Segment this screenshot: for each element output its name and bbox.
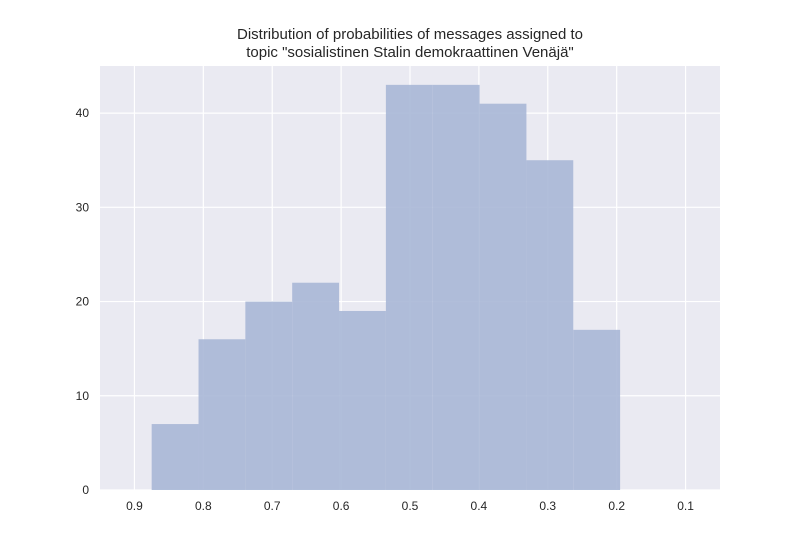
histogram-bar [432,84,480,490]
x-tick-label: 0.6 [333,499,350,513]
x-tick-label: 0.5 [402,499,419,513]
chart-title-line1: Distribution of probabilities of message… [236,26,584,43]
x-tick-label: 0.7 [264,499,281,513]
histogram-bar [339,310,386,490]
x-tick-label: 0.3 [539,499,556,513]
y-tick-label: 0 [82,483,89,497]
histogram-bar [479,103,527,490]
x-tick-label: 0.8 [195,499,212,513]
x-tick-label: 0.1 [677,499,694,513]
histogram-bar [573,329,621,490]
y-tick-label: 10 [76,389,90,403]
histogram-bar [245,301,293,490]
y-tick-label: 20 [76,295,90,309]
chart-title-line2: topic "sosialistinen Stalin demokraattin… [246,44,574,61]
x-tick-label: 0.2 [608,499,625,513]
y-tick-label: 30 [76,200,90,214]
histogram-bar [151,424,199,490]
histogram-bar [198,339,246,490]
histogram-bar [385,84,433,490]
histogram-bar [526,160,574,490]
x-tick-label: 0.4 [471,499,488,513]
y-tick-label: 40 [76,106,90,120]
x-tick-label: 0.9 [126,499,143,513]
histogram-bar [292,282,340,490]
